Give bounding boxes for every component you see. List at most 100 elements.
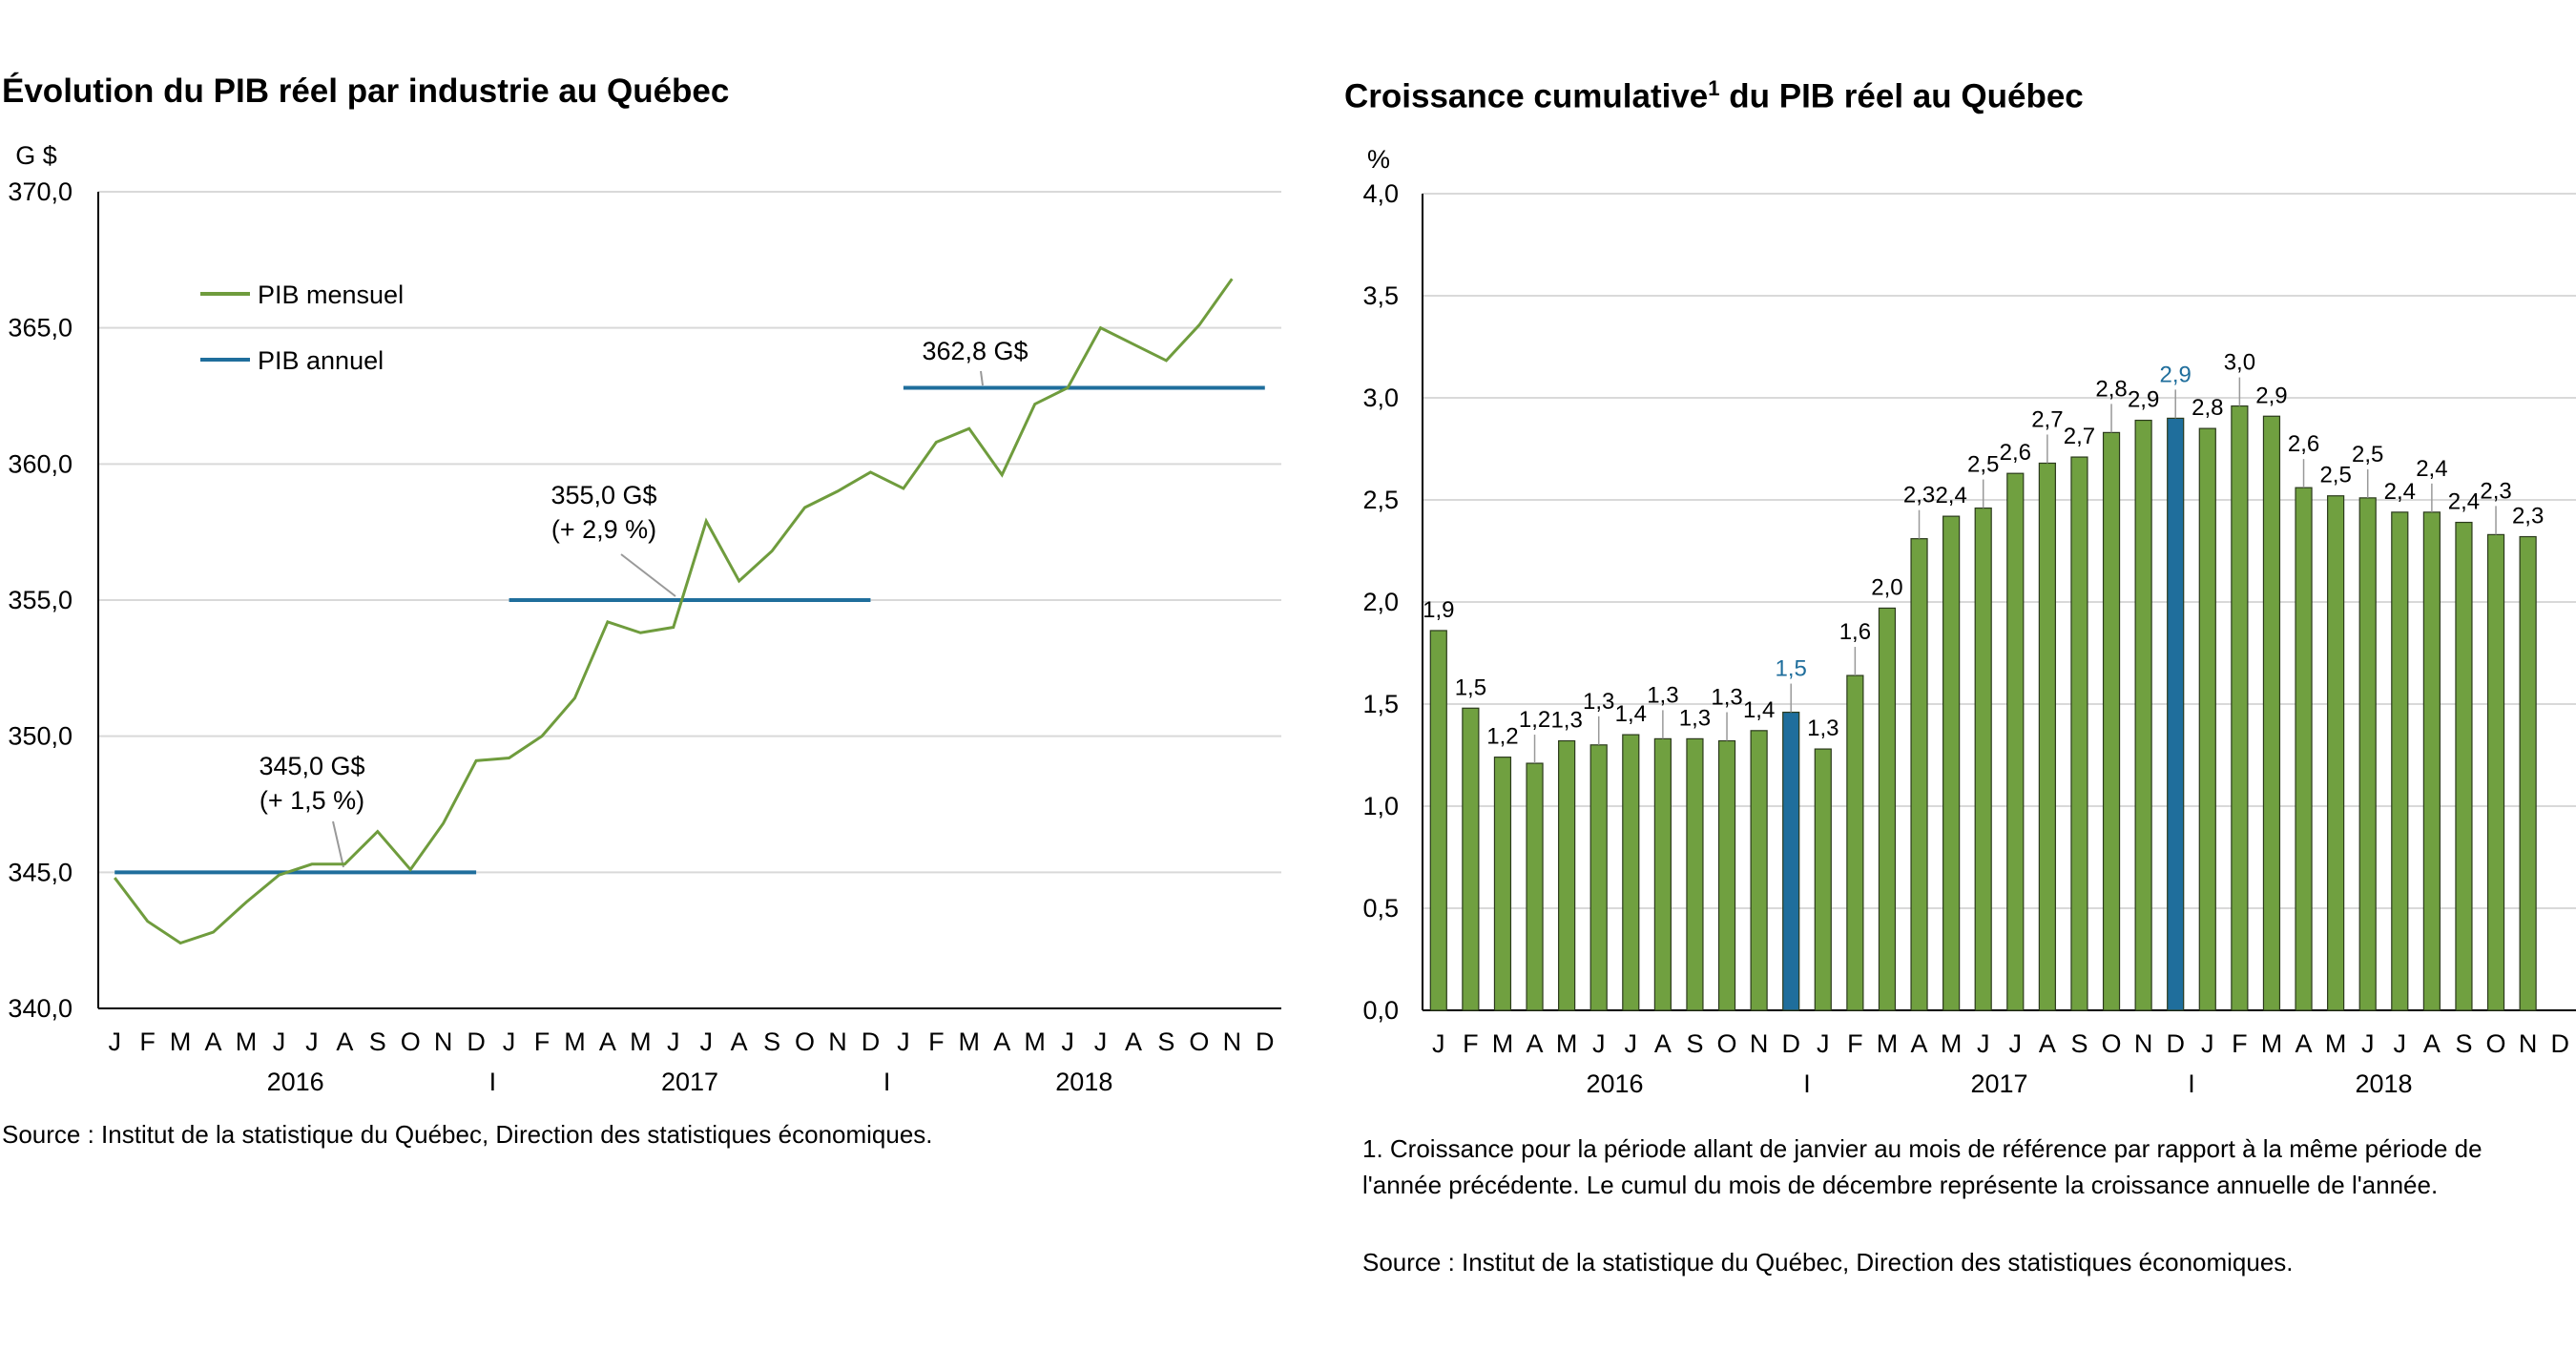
left-x-tick-label: J [897,1027,910,1056]
bar-data-label: 2,3 [1903,483,1935,508]
right-x-tick-label: A [2423,1029,2441,1058]
bar-data-label: 2,9 [2255,383,2287,408]
right-y-tick-label: 1,5 [1362,690,1399,718]
bar-data-label: 2,6 [2000,440,2031,466]
right-y-tick-label: 0,0 [1362,996,1399,1025]
right-footnote: 1. Croissance pour la période allant de … [1362,1134,2483,1199]
left-x-tick-label: N [828,1027,847,1056]
right-x-tick-label: F [1463,1029,1479,1058]
footnote-marker: 1 [1708,76,1720,100]
left-x-tick-label: A [1125,1027,1142,1056]
left-x-tick-label: M [959,1027,981,1056]
bar-data-label: 2,5 [1967,452,1999,478]
bar-data-label: 2,7 [2064,424,2095,449]
left-x-tick-label: J [1061,1027,1074,1056]
bar-data-label: 2,5 [2319,463,2351,488]
right-y-tick-label: 2,0 [1362,588,1399,616]
left-x-tick-label: F [139,1027,156,1056]
bar-data-label: 1,6 [1839,619,1871,645]
left-x-tick-label: A [731,1027,748,1056]
bar [1910,538,1928,1011]
bar [2262,415,2281,1011]
right-x-tick-label: J [2009,1029,2023,1058]
annual-gdp-annotation: 355,0 G$ [551,481,656,509]
bar [2519,535,2537,1011]
left-x-tick-label: J [503,1027,516,1056]
bar [2231,405,2249,1011]
right-x-tick-label: J [2394,1029,2407,1058]
annual-gdp-annotation: 345,0 G$ [259,752,364,780]
bar-data-label: 1,2 [1519,707,1550,733]
annotation-leader-line [332,820,344,868]
right-x-tick-label: S [2070,1029,2088,1058]
right-x-tick-label: O [1717,1029,1737,1058]
bar [1622,734,1640,1011]
bar-data-label: 2,8 [2192,395,2223,421]
bar [2038,462,2056,1011]
left-x-tick-label: J [108,1027,121,1056]
bar-data-label: 3,0 [2224,350,2255,376]
left-x-tick-label: M [630,1027,652,1056]
right-year-separator: I [2188,1069,2195,1098]
left-x-tick-label: M [564,1027,586,1056]
bar-data-label: 1,4 [1743,697,1775,723]
bar-data-label: 2,9 [2128,387,2159,413]
left-x-tick-label: D [862,1027,881,1056]
left-y-tick-label: 365,0 [8,314,73,342]
right-x-tick-label: F [2232,1029,2248,1058]
left-year-separator: I [883,1068,891,1096]
bar-data-label: 2,8 [2095,376,2127,402]
bar [2006,472,2025,1011]
bar [2327,495,2345,1011]
left-y-tick-label: 355,0 [8,586,73,614]
right-x-tick-label: A [1911,1029,1928,1058]
bar-data-label: 2,4 [2448,489,2480,515]
left-x-tick-label: S [763,1027,780,1056]
annotation-leader-line [620,553,676,597]
right-x-tick-label: M [1877,1029,1899,1058]
right-x-tick-label: M [1556,1029,1578,1058]
legend-label-annual: PIB annuel [258,346,384,375]
left-x-tick-label: J [273,1027,286,1056]
annotation-leader-line [980,370,984,386]
bar-data-label: 2,4 [2416,456,2447,482]
left-x-tick-label: S [369,1027,386,1056]
bar [1814,748,1832,1011]
right-x-tick-label: N [2519,1029,2538,1058]
bar [2358,497,2377,1011]
right-year-label: 2017 [1970,1069,2027,1098]
bar-december [1782,711,1800,1011]
bar [1526,762,1544,1011]
right-y-tick-label: 3,5 [1362,281,1399,310]
bar [1686,737,1704,1011]
left-x-tick-label: M [236,1027,258,1056]
bar [1493,757,1512,1011]
right-year-label: 2018 [2355,1069,2412,1098]
right-x-tick-label: J [1432,1029,1445,1058]
right-x-tick-label: A [2039,1029,2056,1058]
left-x-tick-label: N [1223,1027,1242,1056]
bar-data-label: 1,3 [1647,682,1678,708]
right-x-tick-label: S [1686,1029,1703,1058]
bar [2198,427,2216,1011]
annual-gdp-annotation: (+ 1,5 %) [260,786,364,815]
bar-data-label: 1,5 [1455,674,1486,700]
right-title-rest: du PIB réel au Québec [1719,77,2084,115]
bar [1429,630,1447,1011]
left-x-tick-label: A [336,1027,353,1056]
left-x-tick-label: O [1189,1027,1209,1056]
left-x-tick-label: A [993,1027,1010,1056]
right-source: Source : Institut de la statistique du Q… [1362,1248,2294,1276]
right-title-main: Croissance cumulative [1344,77,1709,115]
bar-data-label: 2,4 [2384,479,2416,505]
legend-label-monthly: PIB mensuel [258,280,404,309]
bar [2486,533,2505,1011]
left-x-tick-label: F [928,1027,945,1056]
left-source: Source : Institut de la statistique du Q… [2,1120,933,1149]
bar [2455,521,2473,1011]
bar-december [2167,417,2185,1011]
right-x-tick-label: M [1492,1029,1514,1058]
bar [1974,507,1992,1011]
left-y-tick-label: 350,0 [8,722,73,751]
